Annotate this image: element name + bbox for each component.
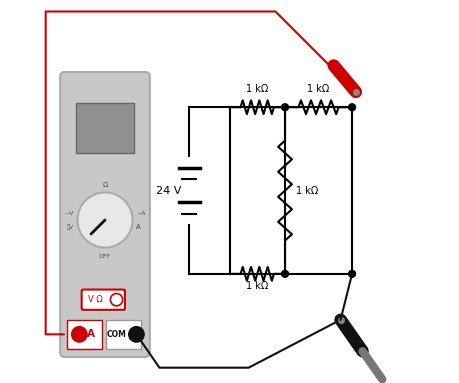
Text: A: A xyxy=(136,224,141,230)
Circle shape xyxy=(128,326,145,343)
FancyBboxPatch shape xyxy=(82,290,125,310)
Text: 24 V: 24 V xyxy=(156,185,181,196)
FancyBboxPatch shape xyxy=(106,320,141,349)
Text: Ω: Ω xyxy=(102,182,108,188)
Text: OFF: OFF xyxy=(99,254,111,259)
Circle shape xyxy=(281,104,289,111)
Text: 1 kΩ: 1 kΩ xyxy=(246,281,269,291)
Text: 1 kΩ: 1 kΩ xyxy=(308,84,330,94)
FancyBboxPatch shape xyxy=(60,72,150,357)
Circle shape xyxy=(349,104,356,111)
Text: A: A xyxy=(87,329,95,339)
Text: ⎓V: ⎓V xyxy=(67,224,73,230)
Text: COM: COM xyxy=(106,330,126,339)
Text: 1 kΩ: 1 kΩ xyxy=(246,84,269,94)
Text: ~V: ~V xyxy=(64,211,73,216)
Circle shape xyxy=(110,294,123,306)
Bar xyxy=(76,103,134,153)
Text: ~A: ~A xyxy=(136,211,146,216)
Text: V Ω: V Ω xyxy=(88,295,103,304)
Text: 1 kΩ: 1 kΩ xyxy=(296,185,318,196)
Circle shape xyxy=(78,192,133,247)
FancyBboxPatch shape xyxy=(67,320,102,349)
Circle shape xyxy=(349,270,356,277)
Circle shape xyxy=(71,326,88,343)
Circle shape xyxy=(281,270,289,277)
